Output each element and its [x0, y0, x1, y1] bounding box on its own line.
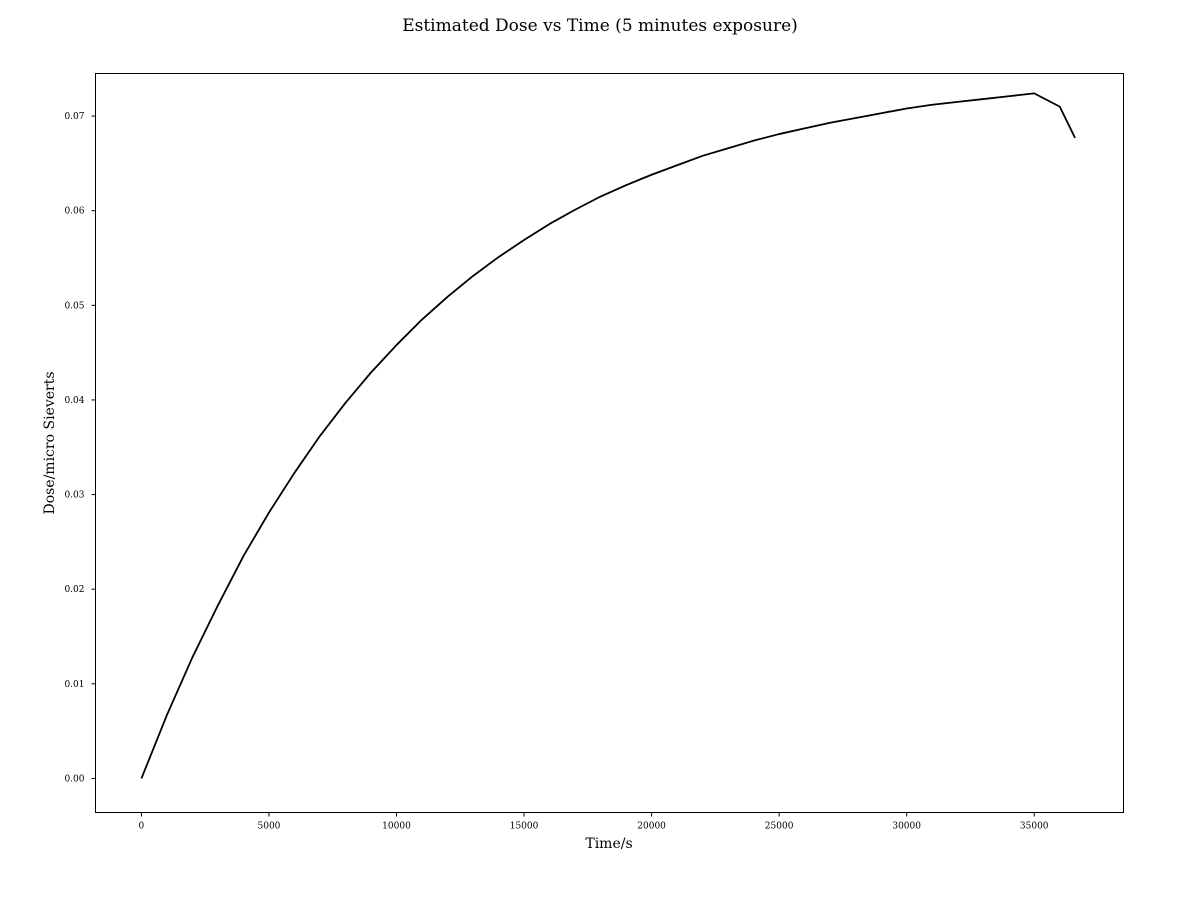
plot-area-frame [95, 73, 1124, 813]
y-tick-label: 0.05 [64, 301, 84, 311]
x-tick-label: 10000 [382, 822, 411, 832]
series-layer [140, 92, 1076, 779]
y-tick-label: 0.03 [64, 491, 84, 501]
y-tick-label: 0.06 [64, 207, 84, 217]
x-axis-label: Time/s [585, 836, 632, 852]
x-tick-label: 20000 [637, 822, 666, 832]
x-tick-label: 15000 [510, 822, 539, 832]
x-tick-label: 30000 [892, 822, 921, 832]
y-tick-label: 0.00 [64, 774, 84, 784]
x-tick-label: 0 [139, 822, 145, 832]
y-tick-label: 0.07 [64, 112, 84, 122]
x-tick-label: 25000 [765, 822, 794, 832]
y-tick-label: 0.04 [64, 396, 84, 406]
dose-series-line [140, 92, 1076, 779]
y-tick-label: 0.02 [64, 585, 84, 595]
y-axis-ticks: 0.00 0.01 0.02 0.03 0.04 0.05 0.06 0.07 [64, 112, 96, 784]
x-axis-ticks: 0 5000 10000 15000 20000 25000 30000 35000 [139, 812, 1049, 832]
x-tick-label: 35000 [1020, 822, 1049, 832]
y-axis-label: Dose/micro Sieverts [42, 371, 58, 514]
chart-title: Estimated Dose vs Time (5 minutes exposu… [402, 16, 798, 36]
y-tick-label: 0.01 [64, 680, 84, 690]
x-tick-label: 5000 [258, 822, 281, 832]
